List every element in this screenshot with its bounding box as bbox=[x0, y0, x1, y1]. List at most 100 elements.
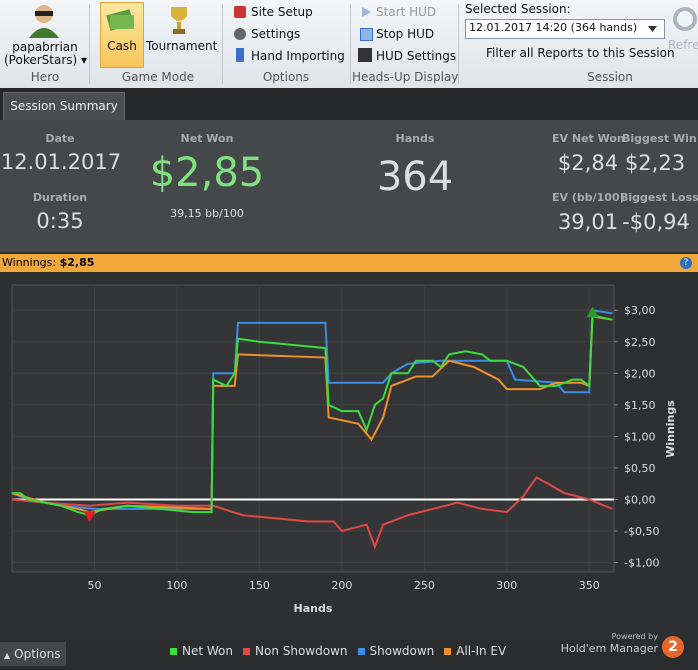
stop-hud[interactable]: Stop HUD bbox=[376, 27, 435, 41]
stat-value: 0:35 bbox=[36, 209, 84, 233]
stat-label: Biggest Win bbox=[622, 132, 697, 145]
tournament-label[interactable]: Tournament bbox=[146, 39, 218, 53]
session-label: Selected Session: bbox=[465, 2, 571, 16]
hero-avatar bbox=[29, 5, 59, 38]
filter-session[interactable]: Filter all Reports to this Session bbox=[486, 46, 675, 60]
separator bbox=[222, 4, 223, 84]
winnings-bar: Winnings: $2,85 ? bbox=[0, 254, 698, 272]
group-label: Heads-Up Display bbox=[352, 70, 459, 84]
winnings-label: Winnings: bbox=[2, 256, 57, 269]
cash-button[interactable] bbox=[100, 2, 144, 68]
stat-label: Date bbox=[45, 132, 75, 145]
group-label: Options bbox=[262, 70, 310, 84]
stat-value: 39,01 bbox=[557, 210, 619, 234]
footer: ▲ Options Net Won Non Showdown Showdown All-… bbox=[0, 632, 698, 670]
hud-settings-icon bbox=[358, 48, 372, 62]
stat-label: Biggest Loss bbox=[620, 191, 698, 204]
site-setup-icon bbox=[234, 6, 246, 18]
plot-area bbox=[11, 284, 615, 573]
y-tick-label: $0,00 bbox=[624, 493, 656, 506]
separator bbox=[89, 4, 90, 84]
legend-swatch bbox=[444, 647, 452, 655]
brand: Hold'em Manager bbox=[560, 642, 658, 655]
x-tick-label: 150 bbox=[249, 579, 270, 592]
separator bbox=[458, 4, 459, 84]
options-label[interactable]: Options bbox=[14, 647, 61, 661]
net-won: $2,85 bbox=[149, 150, 265, 196]
refresh-icon bbox=[673, 7, 697, 31]
toolbar: papabrrian (PokerStars) ▾ Hero Cash Tour… bbox=[0, 0, 698, 89]
y-tick-label: $1,00 bbox=[624, 430, 656, 443]
settings[interactable]: Settings bbox=[251, 27, 301, 41]
hero-site[interactable]: (PokerStars) ▾ bbox=[4, 53, 88, 67]
options-button[interactable]: ▲ Options bbox=[0, 642, 66, 666]
series-line bbox=[11, 476, 613, 550]
legend-label: Non Showdown bbox=[255, 644, 348, 658]
stat-label: Duration bbox=[32, 191, 88, 204]
stat-value: 12.01.2017 bbox=[0, 150, 122, 174]
legend-item: Net Won bbox=[170, 644, 233, 658]
x-tick-label: 100 bbox=[166, 579, 187, 592]
cash-label[interactable]: Cash bbox=[107, 39, 137, 53]
legend-swatch bbox=[357, 647, 365, 655]
stat-value: $2,23 bbox=[624, 151, 686, 175]
hud-settings[interactable]: HUD Settings bbox=[376, 49, 457, 63]
stat-value: -$0,94 bbox=[622, 210, 690, 234]
hands: 364 bbox=[376, 154, 454, 200]
group-label: Hero bbox=[30, 70, 60, 84]
stat-value: $2,84 bbox=[557, 151, 619, 175]
separator bbox=[350, 4, 351, 84]
dropdown-arrow bbox=[648, 26, 657, 32]
brand-logo: 2 bbox=[662, 636, 684, 658]
summary-panel: Date 12.01.2017 Duration 0:35 Net Won $2… bbox=[0, 120, 698, 252]
stop-icon bbox=[360, 28, 373, 41]
help-icon[interactable]: ? bbox=[680, 257, 692, 269]
session-selected[interactable]: 12.01.2017 14:20 (364 hands) bbox=[469, 21, 638, 34]
y-tick-label: $2,00 bbox=[624, 367, 656, 380]
max-marker bbox=[586, 306, 599, 318]
legend-label: All-In EV bbox=[456, 644, 507, 658]
y-tick-label: $2,50 bbox=[624, 336, 656, 349]
import-icon bbox=[236, 48, 244, 62]
stat-label: Hands bbox=[395, 132, 435, 145]
stat-label: EV Net Won bbox=[552, 132, 625, 145]
stat-label: EV (bb/100) bbox=[552, 191, 625, 204]
winnings-value: $2,85 bbox=[59, 256, 95, 269]
x-axis-title: Hands bbox=[294, 602, 333, 615]
x-tick-label: 50 bbox=[87, 579, 101, 592]
refresh[interactable]: Refresh bbox=[668, 38, 698, 52]
session-select[interactable] bbox=[465, 19, 665, 39]
legend-swatch bbox=[170, 647, 177, 655]
start-icon bbox=[362, 7, 371, 17]
legend-label: Net Won bbox=[182, 644, 233, 658]
chart: Hands Winnings 50 100 150 200 250 300 350 -$1,0… bbox=[0, 272, 698, 640]
y-tick-label: -$0,50 bbox=[624, 525, 659, 538]
group-label: Session bbox=[587, 70, 633, 84]
y-tick-label: -$1,00 bbox=[624, 557, 659, 570]
tab[interactable]: Session Summary bbox=[3, 92, 125, 121]
x-tick-label: 250 bbox=[414, 579, 435, 592]
settings-icon bbox=[234, 28, 246, 40]
legend-label: Showdown bbox=[369, 644, 435, 658]
y-tick-label: $0,50 bbox=[624, 462, 656, 475]
trophy-icon bbox=[171, 7, 187, 34]
series-line bbox=[11, 315, 613, 514]
legend: Net Won Non Showdown Showdown All-In EV bbox=[170, 644, 506, 658]
legend-swatch bbox=[243, 647, 250, 655]
min-marker bbox=[83, 511, 96, 523]
x-tick-label: 350 bbox=[579, 579, 600, 592]
powered-by: Powered by bbox=[611, 632, 658, 641]
hero-name[interactable]: papabrrian bbox=[12, 40, 78, 54]
legend-item: Showdown bbox=[357, 644, 435, 658]
x-tick-label: 200 bbox=[331, 579, 352, 592]
hand-importing[interactable]: Hand Importing bbox=[251, 49, 345, 63]
y-tick-label: $1,50 bbox=[624, 399, 656, 412]
cash-icon bbox=[106, 9, 134, 31]
x-tick-label: 300 bbox=[496, 579, 517, 592]
start-hud[interactable]: Start HUD bbox=[376, 5, 437, 19]
site-setup[interactable]: Site Setup bbox=[251, 5, 313, 19]
group-label: Game Mode bbox=[121, 70, 195, 84]
series-line bbox=[12, 311, 613, 517]
y-tick-label: $3,00 bbox=[624, 304, 656, 317]
